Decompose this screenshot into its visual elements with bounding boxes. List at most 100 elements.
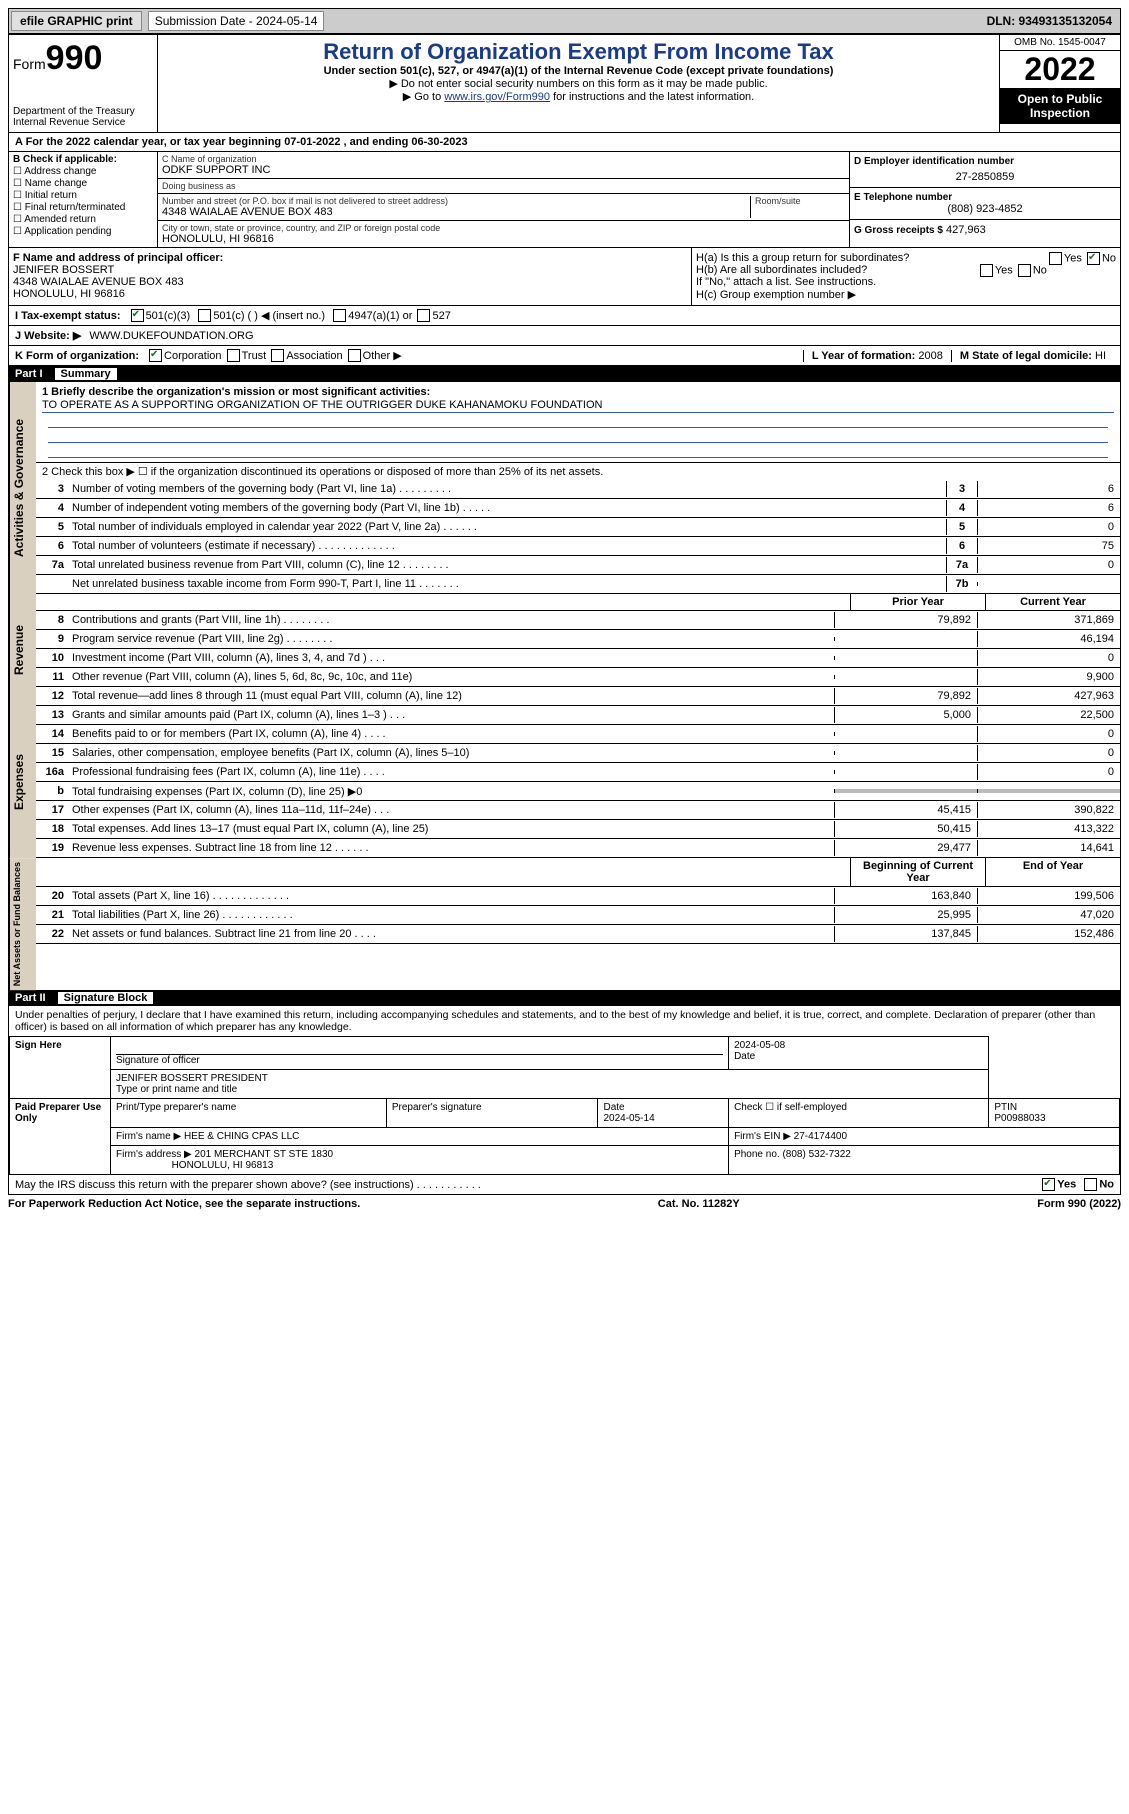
line-b: bTotal fundraising expenses (Part IX, co… [36, 782, 1120, 801]
form-subtitle-2: ▶ Do not enter social security numbers o… [162, 77, 995, 90]
line-14: 14Benefits paid to or for members (Part … [36, 725, 1120, 744]
website: WWW.DUKEFOUNDATION.ORG [89, 330, 253, 342]
form-header: Form990 Department of the Treasury Inter… [9, 35, 1120, 133]
firm-ein: 27-4174400 [794, 1131, 847, 1142]
hb-note: If "No," attach a list. See instructions… [696, 276, 1116, 288]
firm-address: 201 MERCHANT ST STE 1830 [195, 1149, 334, 1160]
hc-group-exemption: H(c) Group exemption number ▶ [696, 288, 1116, 301]
cb-application-pending[interactable]: ☐ Application pending [13, 226, 153, 237]
part1-header: Part I Summary [9, 366, 1120, 382]
dln: DLN: 93493135132054 [987, 14, 1112, 28]
section-c: C Name of organization ODKF SUPPORT INC … [158, 152, 849, 247]
line-1-mission: 1 Briefly describe the organization's mi… [36, 382, 1120, 463]
officer-name: JENIFER BOSSERT [13, 264, 687, 276]
line-4: 4Number of independent voting members of… [36, 499, 1120, 518]
cb-other[interactable] [348, 349, 361, 362]
dept-treasury: Department of the Treasury [13, 106, 153, 117]
efile-print-button[interactable]: efile GRAPHIC print [11, 11, 142, 31]
line-5: 5Total number of individuals employed in… [36, 518, 1120, 537]
open-to-public: Open to Public Inspection [1000, 88, 1120, 124]
firm-phone: (808) 532-7322 [782, 1149, 850, 1160]
sign-here-label: Sign Here [10, 1037, 111, 1099]
section-b: B Check if applicable: ☐ Address change … [9, 152, 158, 247]
irs-link[interactable]: www.irs.gov/Form990 [444, 91, 550, 103]
cb-self-employed[interactable]: Check ☐ if self-employed [734, 1102, 847, 1113]
section-bcdefg: B Check if applicable: ☐ Address change … [9, 152, 1120, 248]
cb-association[interactable] [271, 349, 284, 362]
paid-preparer-label: Paid Preparer Use Only [10, 1099, 111, 1175]
side-activities-governance: Activities & Governance [9, 382, 36, 594]
state-domicile: HI [1095, 350, 1106, 362]
line-20: 20Total assets (Part X, line 16) . . . .… [36, 887, 1120, 906]
side-net-assets: Net Assets or Fund Balances [9, 858, 36, 990]
line-10: 10Investment income (Part VIII, column (… [36, 649, 1120, 668]
line-13: 13Grants and similar amounts paid (Part … [36, 706, 1120, 725]
cb-527[interactable] [417, 309, 430, 322]
city-state-zip: HONOLULU, HI 96816 [162, 233, 845, 245]
section-i: I Tax-exempt status: 501(c)(3) 501(c) ( … [9, 306, 1120, 326]
cat-no: Cat. No. 11282Y [658, 1198, 740, 1210]
cb-discuss-no[interactable] [1084, 1178, 1097, 1191]
tax-year: 2022 [1000, 51, 1120, 88]
cb-4947[interactable] [333, 309, 346, 322]
line-7b: Net unrelated business taxable income fr… [36, 575, 1120, 594]
org-name: ODKF SUPPORT INC [162, 164, 845, 176]
form-subtitle-3: ▶ Go to www.irs.gov/Form990 for instruct… [162, 90, 995, 103]
sig-date-value: 2024-05-08 [734, 1040, 983, 1051]
perjury-declaration: Under penalties of perjury, I declare th… [9, 1006, 1120, 1036]
cb-501c[interactable] [198, 309, 211, 322]
telephone: (808) 923-4852 [854, 203, 1116, 215]
gross-receipts: 427,963 [946, 224, 986, 236]
line-7a: 7aTotal unrelated business revenue from … [36, 556, 1120, 575]
part2-header: Part II Signature Block [9, 990, 1120, 1006]
officer-signature-name: JENIFER BOSSERT PRESIDENT [116, 1073, 983, 1084]
cb-501c3[interactable] [131, 309, 144, 322]
ha-group-return: H(a) Is this a group return for subordin… [696, 252, 1116, 264]
omb-number: OMB No. 1545-0047 [1000, 35, 1120, 51]
section-fh: F Name and address of principal officer:… [9, 248, 1120, 306]
signature-table: Sign Here Signature of officer 2024-05-0… [9, 1036, 1120, 1175]
cb-name-change[interactable]: ☐ Name change [13, 178, 153, 189]
cb-trust[interactable] [227, 349, 240, 362]
form-number: 990 [46, 39, 103, 77]
officer-addr2: HONOLULU, HI 96816 [13, 288, 687, 300]
page-footer: For Paperwork Reduction Act Notice, see … [8, 1195, 1121, 1210]
line-16a: 16aProfessional fundraising fees (Part I… [36, 763, 1120, 782]
rev-header: Prior Year Current Year [36, 594, 1120, 611]
irs-label: Internal Revenue Service [13, 117, 153, 128]
line-12: 12Total revenue—add lines 8 through 11 (… [36, 687, 1120, 706]
line-17: 17Other expenses (Part IX, column (A), l… [36, 801, 1120, 820]
submission-date: Submission Date - 2024-05-14 [148, 11, 325, 31]
form-subtitle-1: Under section 501(c), 527, or 4947(a)(1)… [162, 65, 995, 77]
cb-corporation[interactable] [149, 349, 162, 362]
discuss-row: May the IRS discuss this return with the… [9, 1175, 1120, 1194]
prep-date: 2024-05-14 [603, 1113, 654, 1124]
form-word: Form [13, 56, 46, 72]
na-header: Beginning of Current Year End of Year [36, 858, 1120, 887]
cb-initial-return[interactable]: ☐ Initial return [13, 190, 153, 201]
line-2: 2 Check this box ▶ ☐ if the organization… [36, 463, 1120, 480]
year-formation: 2008 [918, 350, 942, 362]
top-bar: efile GRAPHIC print Submission Date - 20… [8, 8, 1121, 34]
cb-amended[interactable]: ☐ Amended return [13, 214, 153, 225]
cb-final-return[interactable]: ☐ Final return/terminated [13, 202, 153, 213]
officer-addr1: 4348 WAIALAE AVENUE BOX 483 [13, 276, 687, 288]
cb-address-change[interactable]: ☐ Address change [13, 166, 153, 177]
line-9: 9Program service revenue (Part VIII, lin… [36, 630, 1120, 649]
mission-text: TO OPERATE AS A SUPPORTING ORGANIZATION … [42, 398, 1114, 413]
hb-subordinates: H(b) Are all subordinates included? Yes … [696, 264, 1116, 276]
form-990: Form990 Department of the Treasury Inter… [8, 34, 1121, 1195]
paperwork-notice: For Paperwork Reduction Act Notice, see … [8, 1198, 360, 1210]
right-info-col: D Employer identification number 27-2850… [849, 152, 1120, 247]
line-15: 15Salaries, other compensation, employee… [36, 744, 1120, 763]
section-klm: K Form of organization: Corporation Trus… [9, 346, 1120, 366]
form-title: Return of Organization Exempt From Incom… [162, 39, 995, 65]
line-21: 21Total liabilities (Part X, line 26) . … [36, 906, 1120, 925]
tax-period: A For the 2022 calendar year, or tax yea… [9, 133, 1120, 152]
line-22: 22Net assets or fund balances. Subtract … [36, 925, 1120, 944]
line-18: 18Total expenses. Add lines 13–17 (must … [36, 820, 1120, 839]
ein: 27-2850859 [854, 167, 1116, 183]
ptin: P00988033 [994, 1113, 1045, 1124]
line-19: 19Revenue less expenses. Subtract line 1… [36, 839, 1120, 858]
cb-discuss-yes[interactable] [1042, 1178, 1055, 1191]
